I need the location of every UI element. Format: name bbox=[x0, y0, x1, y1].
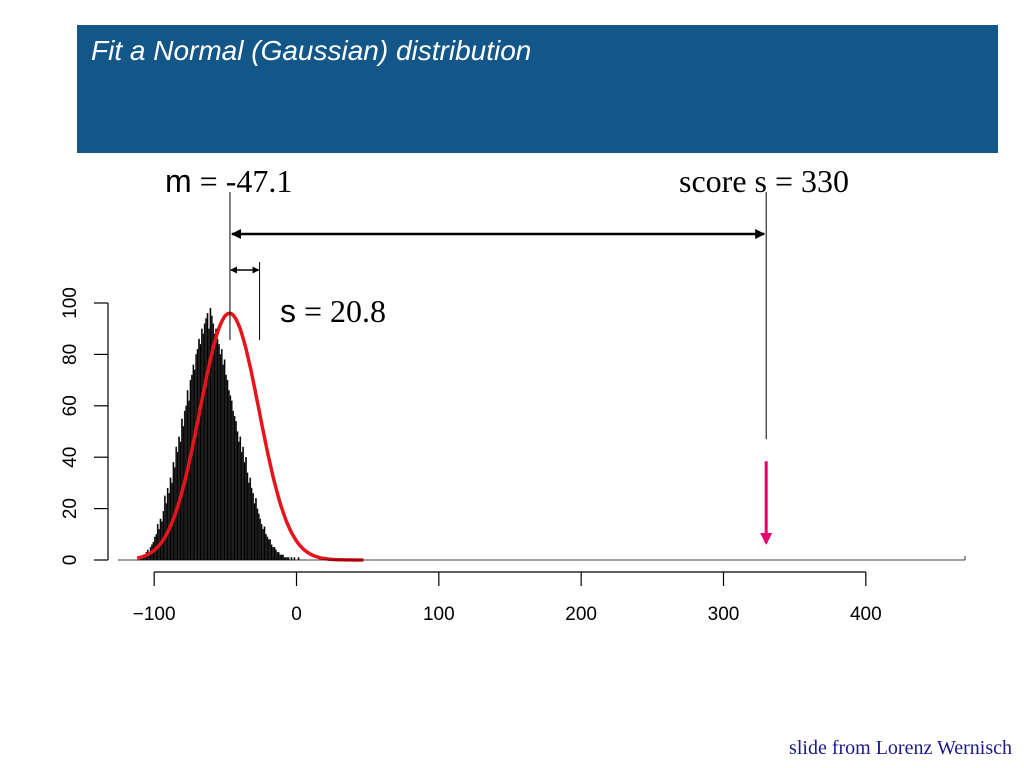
histogram-bar bbox=[233, 415, 236, 561]
histogram-bar bbox=[243, 462, 246, 561]
histogram-bar bbox=[232, 410, 235, 561]
histogram-bar bbox=[270, 544, 273, 561]
mean-label: m = -47.1 bbox=[165, 163, 292, 199]
histogram-bar bbox=[250, 487, 253, 561]
title-bar: Fit a Normal (Gaussian) distribution bbox=[77, 25, 998, 153]
histogram-bar bbox=[195, 354, 198, 561]
histogram-bar bbox=[256, 508, 259, 561]
histogram-bar bbox=[265, 534, 267, 561]
histogram-bar bbox=[222, 364, 225, 561]
histogram-bar bbox=[242, 446, 244, 561]
histogram-bar bbox=[229, 395, 232, 561]
histogram-bar bbox=[206, 313, 209, 561]
histogram-bar bbox=[200, 328, 203, 561]
mean-symbol: m bbox=[165, 163, 192, 199]
mean-value: = -47.1 bbox=[192, 163, 293, 199]
histogram-bar bbox=[237, 441, 240, 561]
histogram-bar bbox=[255, 498, 257, 561]
histogram-bar bbox=[245, 457, 247, 561]
histogram-bar bbox=[223, 359, 226, 561]
y-tick-label: 60 bbox=[60, 395, 81, 416]
histogram-bar bbox=[267, 539, 270, 561]
x-tick-label: −100 bbox=[133, 604, 176, 625]
histogram-bar bbox=[277, 552, 280, 561]
sd-label: s = 20.8 bbox=[280, 293, 386, 329]
histogram-bar bbox=[220, 349, 223, 561]
histogram-bar bbox=[199, 343, 202, 561]
histogram-bar bbox=[235, 421, 237, 561]
normal-fit-curve bbox=[136, 311, 364, 562]
histogram-bar bbox=[202, 333, 205, 561]
x-tick-label: 100 bbox=[423, 604, 455, 625]
x-tick-label: 0 bbox=[291, 604, 302, 625]
histogram-bar bbox=[236, 431, 239, 561]
y-tick-label: 80 bbox=[60, 344, 81, 365]
histogram-bar bbox=[156, 523, 159, 561]
histogram-bar bbox=[196, 349, 199, 561]
histogram-bar bbox=[192, 364, 195, 561]
histogram-bar bbox=[280, 554, 283, 561]
histogram-bar bbox=[263, 526, 266, 561]
histogram-bar bbox=[269, 539, 272, 561]
histogram-bar bbox=[188, 400, 190, 561]
y-tick-label: 0 bbox=[60, 555, 81, 566]
histogram-bar bbox=[213, 333, 216, 561]
histogram-bar bbox=[166, 487, 169, 561]
histogram-bar bbox=[172, 462, 175, 561]
histogram-bar bbox=[276, 552, 279, 561]
histogram-bar bbox=[175, 446, 178, 561]
histogram-bar bbox=[205, 318, 207, 561]
slide-credit: slide from Lorenz Wernisch bbox=[789, 737, 1012, 759]
histogram-bar bbox=[246, 472, 249, 561]
histogram-bars bbox=[139, 307, 300, 561]
histogram-bar bbox=[218, 343, 220, 561]
y-tick-label: 100 bbox=[60, 287, 81, 319]
histogram-bar bbox=[209, 307, 212, 561]
histogram-bar bbox=[240, 451, 243, 561]
histogram-bar bbox=[169, 477, 172, 561]
annotations bbox=[229, 192, 773, 545]
histogram-bar bbox=[273, 547, 276, 561]
histogram-bar bbox=[193, 369, 196, 561]
histogram-bar bbox=[215, 328, 217, 561]
histogram-bar bbox=[279, 554, 281, 561]
y-tick-label: 40 bbox=[60, 447, 81, 468]
histogram-bar bbox=[203, 323, 206, 561]
histogram-bar bbox=[198, 338, 200, 561]
histogram-bar bbox=[266, 536, 269, 561]
sd-value: = 20.8 bbox=[296, 293, 386, 329]
histogram-bar bbox=[159, 518, 162, 561]
histogram-bar bbox=[225, 374, 227, 561]
histogram-bar bbox=[163, 495, 166, 561]
histogram-bar bbox=[249, 477, 252, 561]
x-tick-label: 300 bbox=[708, 604, 740, 625]
histogram-bar bbox=[282, 554, 284, 561]
histogram-bar bbox=[239, 436, 242, 561]
y-tick-label: 20 bbox=[60, 498, 81, 519]
histogram-bar bbox=[228, 390, 230, 561]
histogram-bar bbox=[212, 323, 215, 561]
histogram-bar bbox=[274, 549, 277, 561]
x-tick-label: 200 bbox=[565, 604, 597, 625]
histogram-bar bbox=[253, 503, 256, 561]
histogram-bar bbox=[257, 513, 260, 561]
histogram-bar bbox=[247, 482, 250, 561]
axes: −100 0 100 200 300 400 0 20 40 60 80 100 bbox=[60, 287, 966, 625]
sd-symbol: s bbox=[280, 293, 296, 329]
histogram-bar bbox=[189, 379, 192, 561]
histogram-bar bbox=[226, 379, 229, 561]
slide-title: Fit a Normal (Gaussian) distribution bbox=[91, 35, 532, 66]
histogram-bar bbox=[252, 493, 254, 561]
histogram-bar bbox=[272, 547, 274, 561]
score-label: score s = 330 bbox=[679, 163, 849, 199]
histogram-bar bbox=[219, 354, 222, 561]
histogram-bar bbox=[259, 518, 262, 561]
x-tick-label: 400 bbox=[850, 604, 882, 625]
histogram-bar bbox=[260, 523, 263, 561]
histogram-bar bbox=[216, 338, 219, 561]
histogram-bar bbox=[230, 400, 233, 561]
histogram-bar bbox=[191, 374, 193, 561]
histogram-bar bbox=[262, 529, 264, 561]
